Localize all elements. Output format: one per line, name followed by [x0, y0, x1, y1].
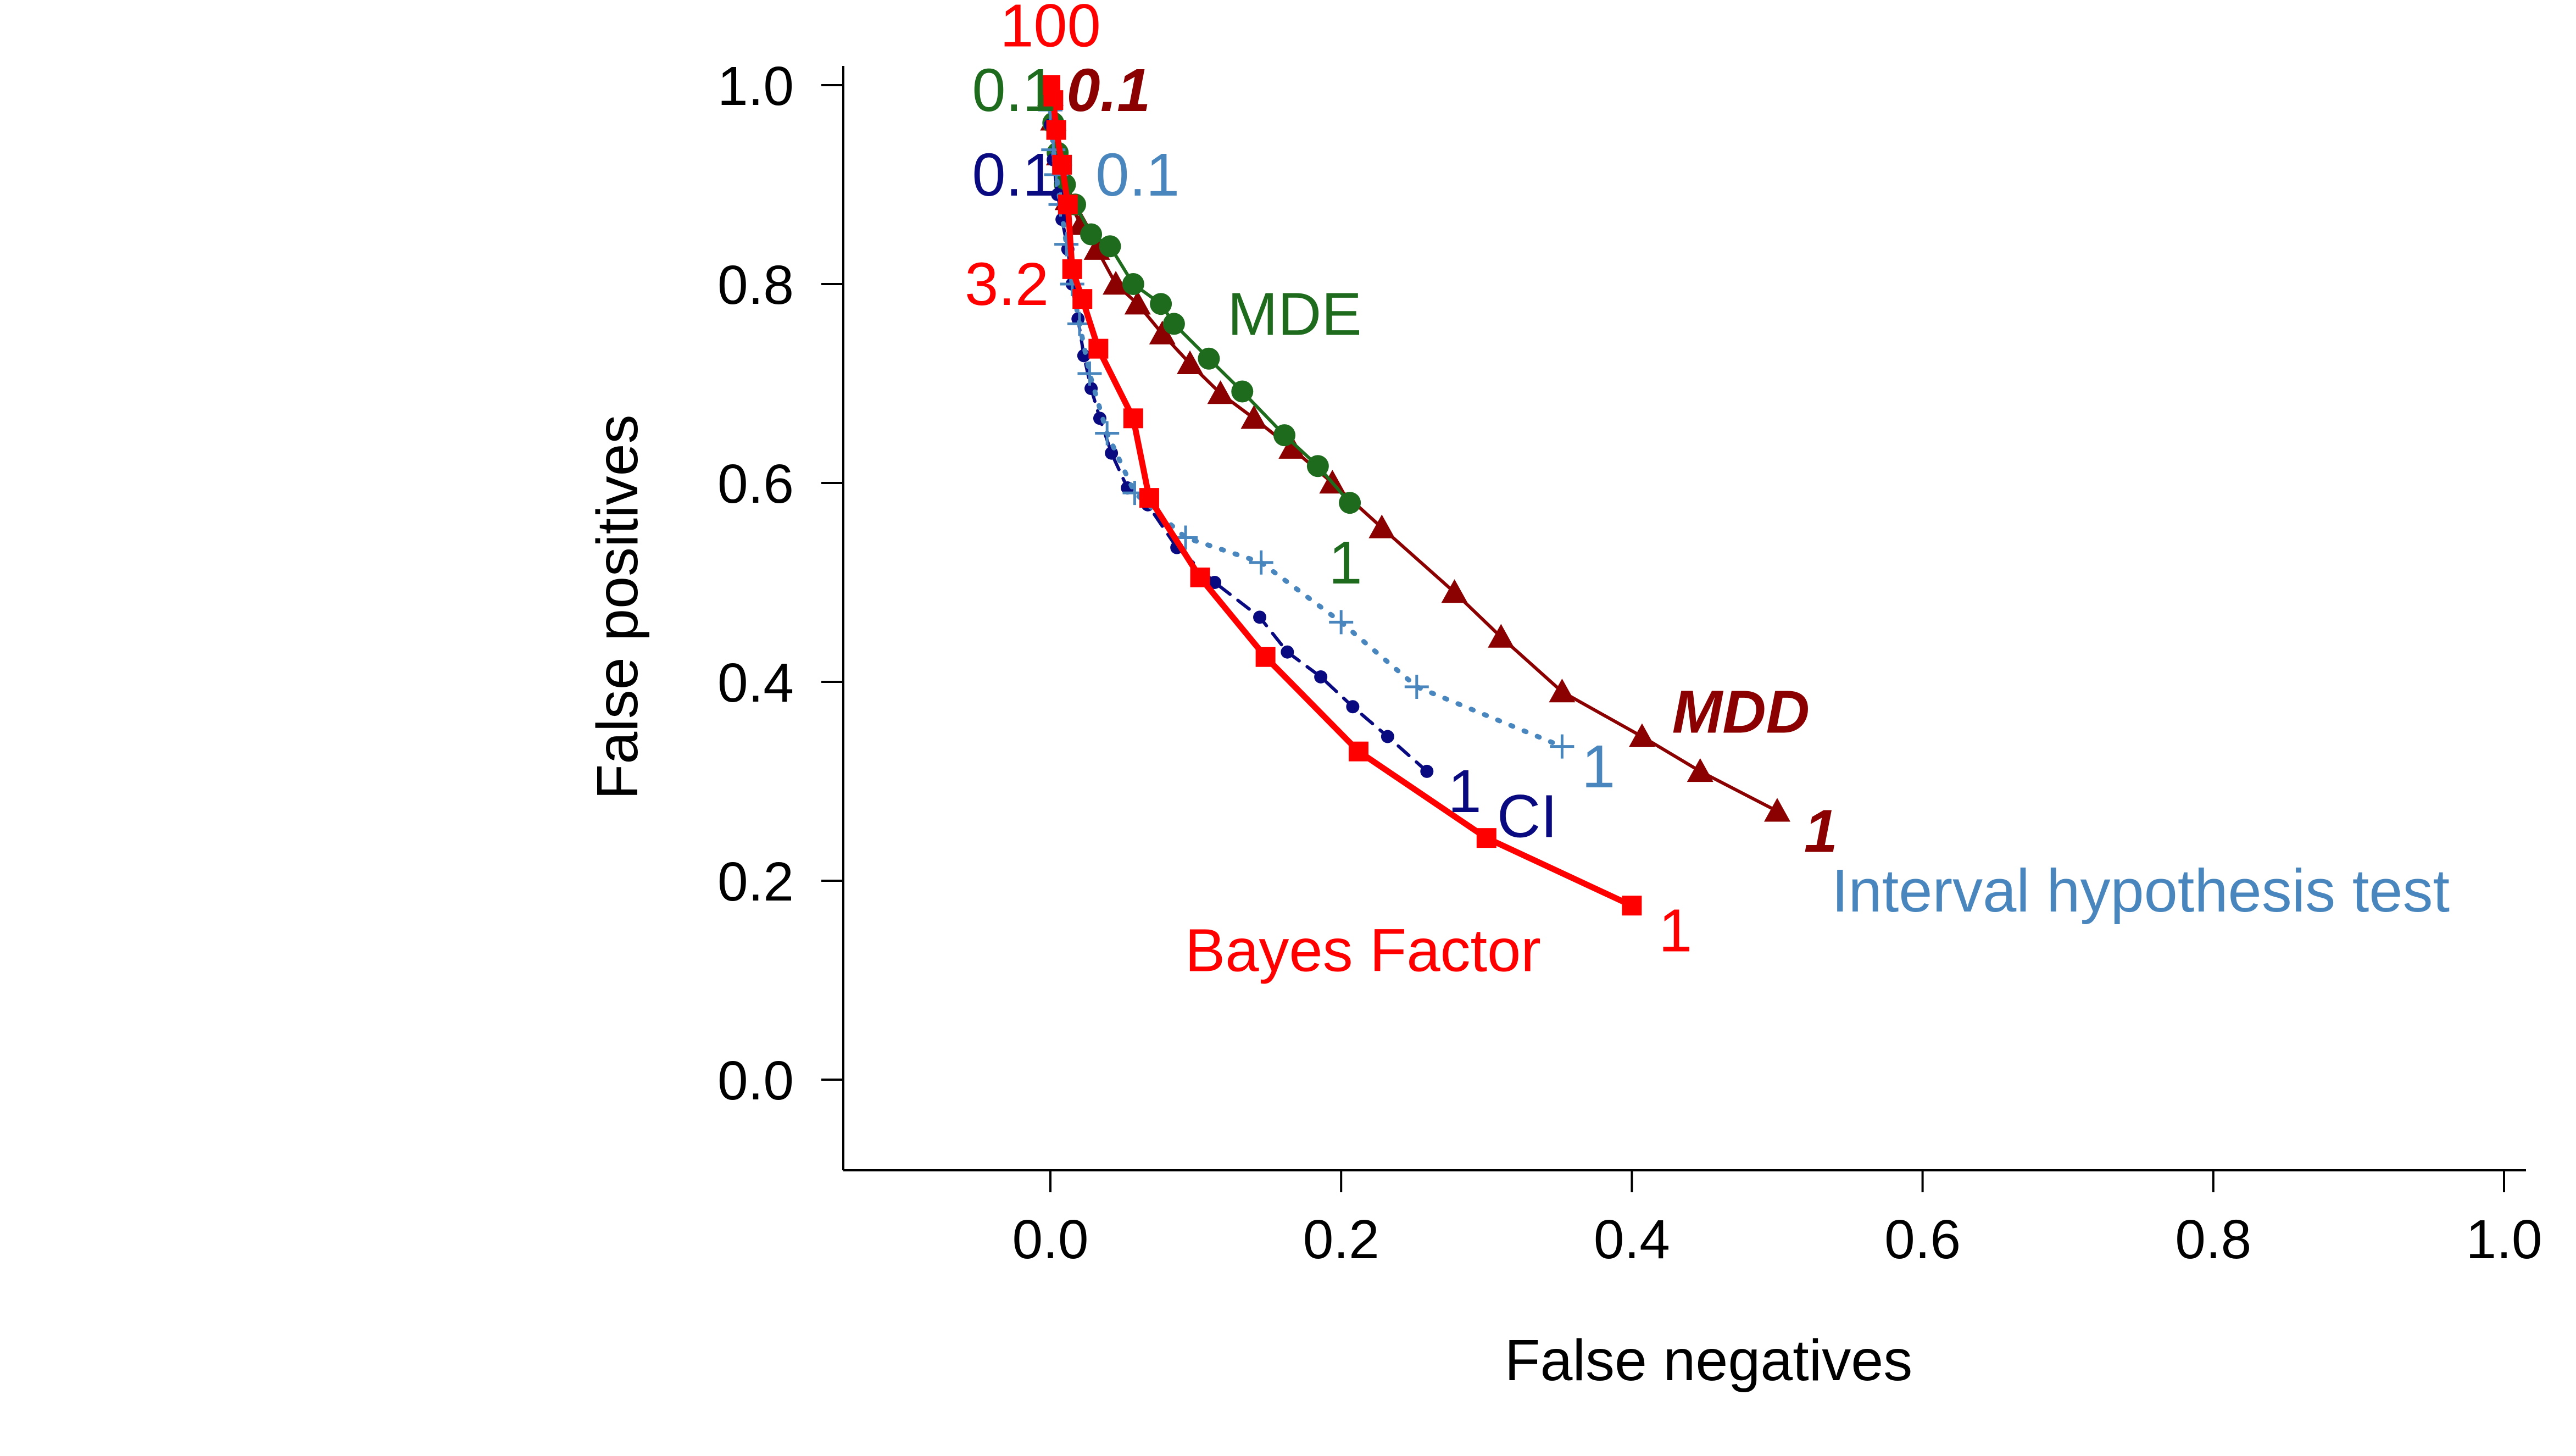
data-point [1628, 723, 1655, 747]
data-point [1381, 730, 1394, 743]
y-tick-label: 0.0 [717, 1050, 794, 1112]
data-point [1764, 798, 1790, 822]
data-point [1404, 675, 1429, 699]
y-axis-label: False positives [585, 414, 650, 799]
data-point [1072, 289, 1093, 309]
annotation-label: MDD [1672, 678, 1810, 746]
data-point [1281, 645, 1294, 659]
data-point [1150, 293, 1172, 315]
data-point [1198, 347, 1220, 370]
data-point [1441, 579, 1468, 603]
annotation-label: 100 [1000, 0, 1101, 59]
annotation-label: 1 [1448, 758, 1482, 825]
data-point [1103, 271, 1130, 295]
data-point [1162, 313, 1185, 335]
x-tick-label: 0.8 [2175, 1209, 2251, 1270]
data-point [1339, 492, 1361, 514]
annotation-label: 1 [1582, 733, 1615, 801]
annotation-label: 0.1 [1095, 141, 1179, 209]
x-tick-label: 0.4 [1594, 1209, 1670, 1270]
data-point [1273, 424, 1296, 447]
data-point [1190, 567, 1210, 587]
annotation-label: 3.2 [965, 251, 1049, 318]
data-point [1046, 120, 1066, 140]
data-point [1208, 576, 1221, 589]
data-point [1062, 259, 1082, 279]
axes: 0.0 0.2 0.4 0.6 0.8 1.0 0.0 0.2 0.4 0.6 0.8 1.0 [717, 55, 2542, 1270]
y-tick-label: 0.2 [717, 851, 794, 913]
y-tick-label: 0.6 [717, 453, 794, 515]
series-line [1048, 107, 1565, 749]
data-point [1255, 647, 1276, 667]
data-point [1687, 758, 1713, 782]
data-point [1043, 90, 1064, 110]
data-point [1550, 734, 1574, 759]
data-point [1314, 670, 1328, 683]
data-point [1488, 624, 1515, 648]
data-point [1240, 405, 1267, 429]
data-point [1124, 291, 1151, 315]
data-point [1149, 320, 1176, 344]
annotation-label: 0.1 [972, 141, 1056, 209]
data-point [1306, 455, 1329, 477]
data-point [1231, 380, 1254, 403]
data-point [1249, 550, 1273, 575]
annotation-label: 0.1 [972, 57, 1056, 124]
annotation-label: 1 [1329, 529, 1362, 597]
y-tick-label: 1.0 [717, 55, 794, 117]
data-point [1348, 741, 1368, 762]
annotation-label: 0.1 [1066, 57, 1150, 124]
data-point [1253, 610, 1267, 624]
data-point [1080, 223, 1103, 246]
x-tick-label: 1.0 [2466, 1209, 2542, 1270]
data-point [1099, 235, 1121, 258]
data-point [1077, 361, 1102, 386]
data-point [1052, 154, 1072, 175]
annotation-label: CI [1497, 782, 1557, 850]
data-point [1058, 194, 1078, 215]
data-point [1123, 408, 1143, 429]
annotation-label: 1 [1659, 897, 1692, 965]
annotation-label: MDE [1227, 280, 1361, 348]
data-point [1177, 350, 1204, 374]
x-tick-label: 0.2 [1303, 1209, 1379, 1270]
data-point [1346, 700, 1360, 714]
annotation-label: 1 [1804, 798, 1838, 865]
y-tick-label: 0.8 [717, 254, 794, 316]
data-point [1088, 338, 1109, 359]
series-layer [1037, 75, 1790, 916]
data-point [1622, 896, 1642, 916]
data-point [1139, 488, 1159, 508]
x-axis-label: False negatives [1505, 1328, 1912, 1393]
x-tick-label: 0.0 [1012, 1209, 1088, 1270]
data-point [1095, 421, 1120, 446]
annotation-label: Bayes Factor [1185, 917, 1541, 985]
data-point [1549, 679, 1576, 703]
annotation-label: Interval hypothesis test [1832, 857, 2450, 925]
data-point [1420, 764, 1434, 778]
data-point [1122, 273, 1144, 295]
data-point [1054, 232, 1079, 257]
series-bayes-factor [1041, 75, 1642, 916]
data-point [1476, 828, 1496, 848]
data-point [1207, 380, 1234, 404]
series-line [1049, 123, 1429, 773]
data-point [1278, 435, 1305, 459]
x-tick-label: 0.6 [1884, 1209, 1961, 1270]
data-point [1368, 514, 1395, 538]
y-tick-label: 0.4 [717, 652, 794, 714]
data-point [1329, 610, 1354, 635]
